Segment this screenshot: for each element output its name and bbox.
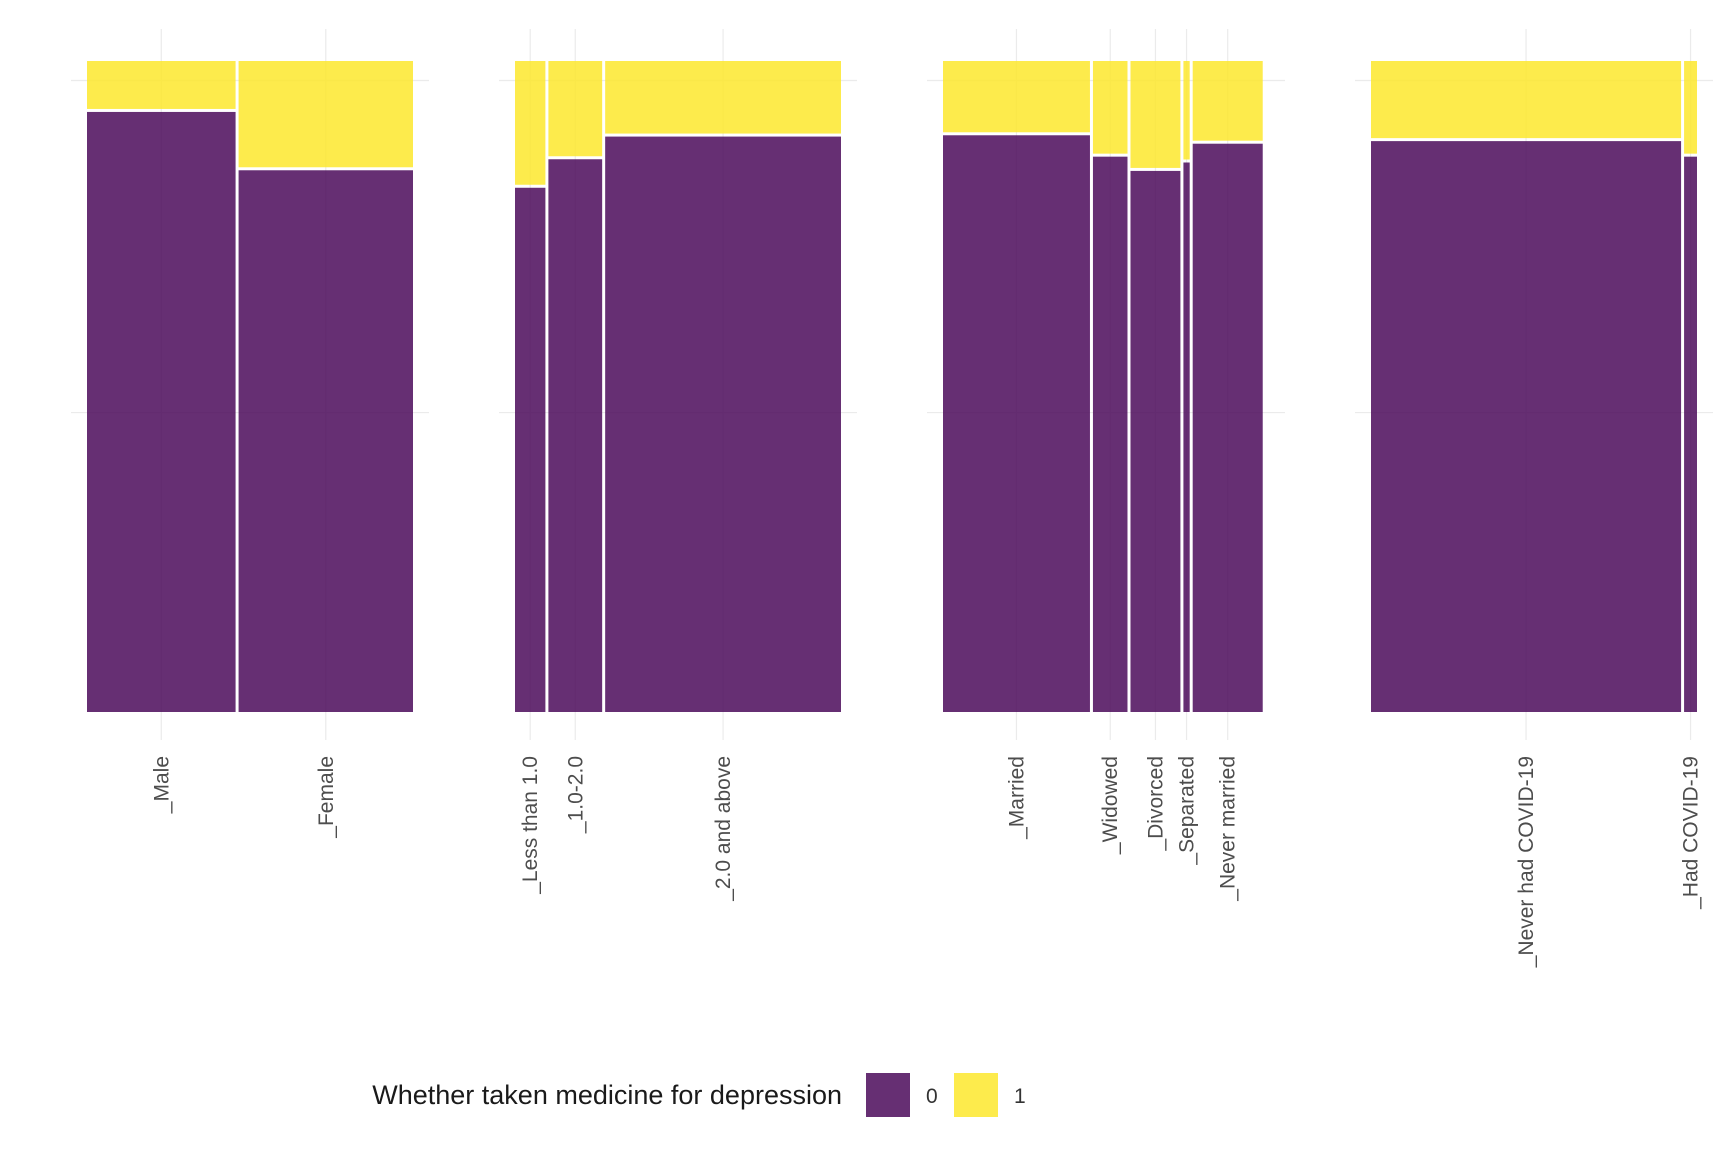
tick-label: _Male — [150, 756, 173, 814]
legend-title: Whether taken medicine for depression — [372, 1080, 842, 1110]
legend-key-0 — [866, 1073, 910, 1117]
x-axis-tick-labels: _Male _Female _Less than 1.0 _1.0-2.0 _2.0 a… — [150, 714, 1703, 968]
tick-label: _Married — [1005, 756, 1028, 840]
legend-key-1 — [954, 1073, 998, 1117]
panel — [87, 61, 413, 713]
panel — [943, 61, 1263, 713]
legend-label-0: 0 — [926, 1085, 938, 1108]
panel — [515, 61, 841, 713]
mosaic-tile-1 — [515, 61, 546, 185]
mosaic-panels — [87, 61, 1697, 713]
legend-label-1: 1 — [1014, 1085, 1026, 1108]
panel — [1371, 61, 1697, 712]
mosaic-tile-0 — [1684, 156, 1697, 712]
mosaic-tile-0 — [1371, 141, 1682, 712]
mosaic-tile-0 — [1130, 170, 1181, 713]
mosaic-tile-0 — [548, 159, 603, 713]
tick-label: _1.0-2.0 — [564, 756, 587, 834]
mosaic-tile-1 — [1130, 61, 1181, 168]
mosaic-tile-0 — [238, 170, 413, 713]
tick-label: _Never married — [1217, 756, 1240, 902]
mosaic-tile-0 — [1092, 156, 1128, 712]
tick-label: _Widowed — [1099, 756, 1122, 855]
mosaic-tile-1 — [1183, 61, 1190, 160]
tick-label: _Divorced — [1144, 756, 1167, 852]
mosaic-tile-0 — [87, 111, 236, 712]
tick-label: _Separated — [1176, 756, 1199, 866]
mosaic-tile-1 — [87, 61, 236, 109]
mosaic-tile-1 — [238, 61, 413, 168]
mosaic-tile-1 — [1684, 61, 1697, 154]
mosaic-tile-1 — [605, 61, 841, 134]
mosaic-tile-0 — [1183, 162, 1190, 713]
tick-label: _Never had COVID-19 — [1515, 756, 1538, 968]
tick-label: _Had COVID-19 — [1680, 756, 1703, 910]
mosaic-tile-1 — [1092, 61, 1128, 154]
mosaic-tile-0 — [515, 187, 546, 712]
mosaic-tile-0 — [943, 135, 1090, 712]
mosaic-tile-1 — [1371, 61, 1682, 139]
mosaic-tile-1 — [943, 61, 1090, 133]
mosaic-tile-0 — [1192, 143, 1263, 713]
tick-label: _2.0 and above — [712, 756, 735, 902]
mosaic-tile-1 — [548, 61, 603, 157]
tick-label: _Less than 1.0 — [519, 756, 542, 895]
mosaic-tile-1 — [1192, 61, 1263, 141]
tick-label: _Female — [315, 756, 338, 839]
mosaic-tile-0 — [605, 136, 841, 713]
